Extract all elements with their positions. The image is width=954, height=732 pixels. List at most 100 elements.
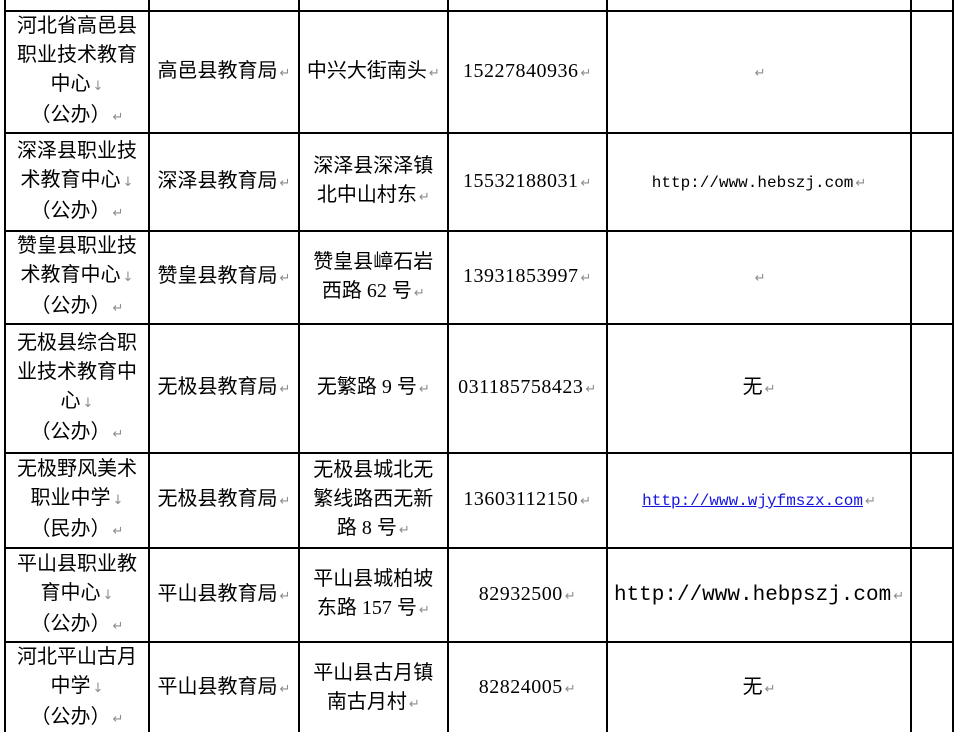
school-name-text: 育中心 — [40, 581, 101, 604]
table-row: 平山县职业教 育中心 ↓ （公办） ↵ 平山县教育局 ↵ 平山县城柏坡 东路 157 号 ↵ … — [4, 547, 954, 643]
phone-cell: 15532188031 ↵ — [446, 132, 608, 232]
paragraph-mark-icon: ↵ — [428, 65, 440, 81]
website-link[interactable]: http://www.wjyfmszx.com — [642, 492, 864, 510]
school-name-text: 平山县职业教 — [16, 552, 137, 575]
bureau-cell: 无极县教育局 ↵ — [147, 452, 300, 549]
school-name-text: （公办） — [30, 199, 111, 222]
bureau-text: 赞皇县教育局 — [157, 265, 278, 287]
website-cell: 无 ↵ — [605, 323, 913, 454]
address-text: 平山县城柏坡 — [313, 568, 434, 590]
paragraph-mark-icon: ↵ — [855, 175, 867, 191]
phone-text: 82932500 — [478, 582, 563, 605]
website-cell: ↵ — [605, 10, 913, 134]
school-name-text: 心 — [60, 389, 81, 412]
line-break-mark-icon: ↓ — [92, 681, 104, 696]
school-name-text: （公办） — [30, 295, 111, 317]
bureau-text: 无极县教育局 — [157, 376, 278, 398]
school-name-cell: 无极野风美术 职业中学 ↓ （民办） ↵ — [4, 452, 150, 549]
paragraph-mark-icon: ↵ — [279, 175, 291, 191]
phone-text: 15227840936 — [463, 59, 579, 82]
empty-cell — [446, 0, 608, 12]
school-name-text: 职业中学 — [30, 487, 111, 509]
website-cell: http://www.hebpszj.com ↵ — [605, 547, 913, 643]
school-name-text: （民办） — [30, 518, 111, 540]
cropped-cell — [910, 230, 954, 325]
bureau-cell: 高邑县教育局 ↵ — [147, 10, 300, 134]
address-text: 深泽县深泽镇 — [313, 155, 434, 177]
empty-cell — [147, 0, 300, 12]
website-cell: ↵ — [605, 230, 913, 325]
cropped-cell — [910, 323, 954, 454]
school-name-text: 无极县综合职 — [16, 331, 137, 354]
phone-text: 13603112150 — [463, 488, 579, 510]
paragraph-mark-icon: ↵ — [398, 523, 410, 538]
paragraph-mark-icon: ↵ — [754, 271, 766, 286]
website-text: 无 — [742, 676, 763, 698]
table-row: 无极野风美术 职业中学 ↓ （民办） ↵ 无极县教育局 ↵ 无极县城北无 繁线路西无新路 8… — [4, 452, 954, 549]
school-name-text: （公办） — [30, 420, 111, 443]
address-cell: 平山县城柏坡 东路 157 号 ↵ — [297, 547, 449, 643]
website-cell: http://www.wjyfmszx.com ↵ — [605, 452, 913, 549]
line-break-mark-icon: ↓ — [112, 493, 124, 508]
paragraph-mark-icon: ↵ — [580, 65, 592, 81]
school-name-cell: 深泽县职业技 术教育中心 ↓ （公办） ↵ — [4, 132, 150, 232]
empty-cell — [297, 0, 449, 12]
table-row: 河北省高邑县 职业技术教育 中心 ↓ （公办） ↵ 高邑县教育局 ↵ 中兴大街南头 ↵ 152… — [4, 10, 954, 134]
paragraph-mark-icon: ↵ — [754, 65, 766, 81]
paragraph-mark-icon: ↵ — [279, 682, 291, 697]
school-name-text: 无极野风美术 — [16, 458, 137, 480]
paragraph-mark-icon: ↵ — [408, 696, 420, 712]
paragraph-mark-icon: ↵ — [279, 382, 291, 397]
school-name-cell: 河北省高邑县 职业技术教育 中心 ↓ （公办） ↵ — [4, 10, 150, 134]
address-cell: 深泽县深泽镇 北中山村东 ↵ — [297, 132, 449, 232]
phone-text: 82824005 — [478, 676, 563, 698]
address-text: 西路 62 号 — [321, 279, 412, 302]
paragraph-mark-icon: ↵ — [112, 205, 124, 221]
school-name-text: 河北省高邑县 — [16, 15, 137, 37]
cropped-cell — [910, 10, 954, 134]
bureau-cell: 无极县教育局 ↵ — [147, 323, 300, 454]
paragraph-mark-icon: ↵ — [893, 588, 905, 604]
school-name-text: 中心 — [50, 73, 91, 95]
bureau-cell: 平山县教育局 ↵ — [147, 547, 300, 643]
phone-cell: 15227840936 ↵ — [446, 10, 608, 134]
school-name-cell: 无极县综合职 业技术教育中心 ↓ （公办） ↵ — [4, 323, 150, 454]
line-break-mark-icon: ↓ — [122, 270, 134, 285]
school-name-text: 术教育中心 — [20, 264, 121, 286]
address-cell: 赞皇县嶂石岩 西路 62 号 ↵ — [297, 230, 449, 325]
address-text: 平山县古月镇 — [313, 661, 434, 684]
table-row: 赞皇县职业技 术教育中心 ↓ （公办） ↵ 赞皇县教育局 ↵ 赞皇县嶂石岩 西路 62 号 ↵… — [4, 230, 954, 325]
phone-cell: 82824005 ↵ — [446, 641, 608, 732]
line-break-mark-icon: ↓ — [92, 79, 104, 94]
paragraph-mark-icon: ↵ — [112, 618, 124, 634]
bureau-cell: 深泽县教育局 ↵ — [147, 132, 300, 232]
paragraph-mark-icon: ↵ — [112, 110, 124, 125]
paragraph-mark-icon: ↵ — [279, 494, 291, 509]
website-cell: http://www.hebszj.com ↵ — [605, 132, 913, 232]
school-name-text: （公办） — [30, 104, 111, 126]
line-break-mark-icon: ↓ — [122, 174, 134, 190]
paragraph-mark-icon: ↵ — [279, 65, 291, 81]
paragraph-mark-icon: ↵ — [585, 382, 597, 397]
paragraph-mark-icon: ↵ — [764, 682, 776, 697]
cropped-cell — [910, 132, 954, 232]
website-text: http://www.hebszj.com — [651, 173, 854, 192]
paragraph-mark-icon: ↵ — [418, 603, 430, 618]
school-name-cell: 赞皇县职业技 术教育中心 ↓ （公办） ↵ — [4, 230, 150, 325]
school-directory-table: 河北省高邑县 职业技术教育 中心 ↓ （公办） ↵ 高邑县教育局 ↵ 中兴大街南头 ↵ 152… — [4, 0, 954, 732]
phone-text: 13931853997 — [463, 265, 579, 287]
bureau-text: 平山县教育局 — [157, 676, 278, 698]
phone-cell: 13931853997 ↵ — [446, 230, 608, 325]
paragraph-mark-icon: ↵ — [112, 712, 124, 727]
phone-text: 15532188031 — [463, 169, 579, 192]
address-text: 中兴大街南头 — [306, 59, 427, 82]
website-text: http://www.hebpszj.com — [613, 583, 892, 607]
paragraph-mark-icon: ↵ — [764, 382, 776, 397]
address-text: 路 8 号 — [336, 517, 397, 539]
paragraph-mark-icon: ↵ — [413, 285, 425, 301]
paragraph-mark-icon: ↵ — [418, 190, 430, 205]
school-name-text: 中学 — [50, 675, 91, 697]
cropped-cell — [910, 547, 954, 643]
bureau-text: 高邑县教育局 — [157, 59, 278, 82]
